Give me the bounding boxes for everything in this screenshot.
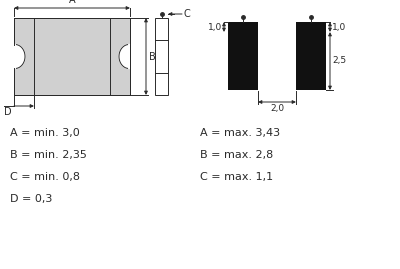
Text: B = min. 2,35: B = min. 2,35 (10, 150, 87, 160)
Bar (228, 22, 258, 90)
Text: C = max. 1,1: C = max. 1,1 (200, 172, 273, 182)
Bar (296, 22, 326, 90)
Text: 1,0: 1,0 (208, 23, 222, 32)
Text: A = max. 3,43: A = max. 3,43 (200, 128, 280, 138)
Text: 2,0: 2,0 (270, 104, 284, 113)
Text: A = min. 3,0: A = min. 3,0 (10, 128, 80, 138)
Text: 2,5: 2,5 (332, 56, 346, 65)
Text: A: A (69, 0, 75, 5)
Text: D: D (4, 107, 12, 117)
Text: 1,0: 1,0 (332, 23, 346, 32)
Polygon shape (14, 45, 25, 68)
Text: B: B (149, 51, 156, 62)
Bar (14, 18, 130, 95)
Text: D = 0,3: D = 0,3 (10, 194, 52, 204)
Polygon shape (119, 45, 130, 68)
Text: B = max. 2,8: B = max. 2,8 (200, 150, 273, 160)
Text: C: C (183, 9, 190, 19)
Bar (155, 18, 168, 95)
Text: C = min. 0,8: C = min. 0,8 (10, 172, 80, 182)
